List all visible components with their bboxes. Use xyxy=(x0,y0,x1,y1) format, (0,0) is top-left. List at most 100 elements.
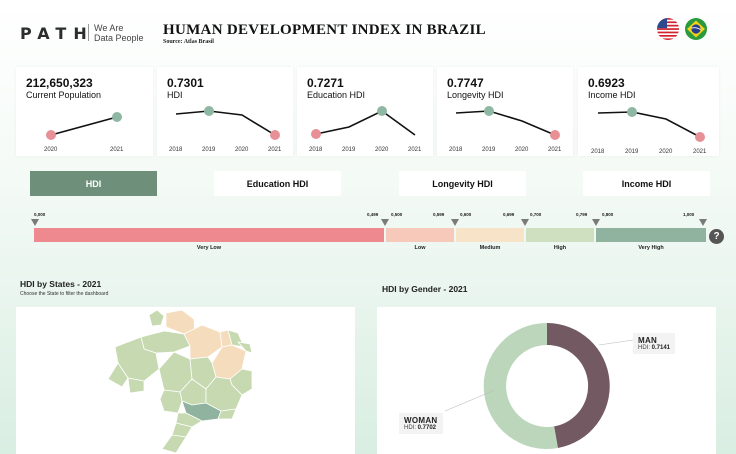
kpi-point xyxy=(270,130,280,140)
scale-marker-label: 0,599 xyxy=(433,212,445,217)
woman-hdi-prefix: HDI: xyxy=(404,425,418,431)
kpi-card-hdi[interactable]: 0.7301 HDI 2018 2019 2020 2021 xyxy=(157,67,293,156)
kpi-label: Current Population xyxy=(26,90,102,100)
kpi-year-tick: 2020 xyxy=(515,147,529,153)
kpi-year-tick: 2019 xyxy=(482,147,496,153)
scale-marker xyxy=(592,219,600,226)
kpi-point xyxy=(484,106,494,116)
scale-label-medium: Medium xyxy=(479,245,501,251)
tab-hdi[interactable]: HDI xyxy=(30,171,157,196)
woman-value-line: HDI: 0.7702 xyxy=(404,425,438,431)
kpi-year-tick: 2020 xyxy=(375,147,389,153)
kpi-year-tick: 2018 xyxy=(309,147,323,153)
kpi-trend-line xyxy=(175,110,276,136)
us-flag-icon[interactable] xyxy=(657,18,679,40)
kpi-value: 0.7747 xyxy=(447,76,484,90)
scale-segment-very-low[interactable] xyxy=(34,228,384,242)
kpi-year-tick: 2021 xyxy=(693,149,707,155)
woman-leader-line xyxy=(444,389,496,412)
scale-marker xyxy=(381,219,389,226)
state-shape[interactable] xyxy=(236,341,253,354)
state-shape[interactable] xyxy=(175,412,203,428)
scale-marker-label: 0,800 xyxy=(602,212,614,217)
kpi-point xyxy=(204,106,214,116)
kpi-value: 0.7301 xyxy=(167,76,204,90)
state-shape[interactable] xyxy=(217,408,237,420)
kpi-label: Income HDI xyxy=(588,90,636,100)
kpi-trend-line xyxy=(455,110,556,136)
kpi-year-tick: 2021 xyxy=(110,147,124,153)
man-value-line: HDI: 0.7141 xyxy=(638,345,670,351)
kpi-card-education[interactable]: 0.7271 Education HDI 2018 2019 2020 2021 xyxy=(297,67,433,156)
brazil-map-panel xyxy=(16,307,355,454)
state-shape[interactable] xyxy=(183,324,223,360)
woman-hdi-value: 0.7702 xyxy=(417,425,437,431)
state-shape[interactable] xyxy=(107,362,129,388)
brazil-flag-icon[interactable] xyxy=(685,18,707,40)
source-note: Source: Atlas Brasil xyxy=(163,39,214,45)
kpi-year-tick: 2018 xyxy=(591,149,605,155)
kpi-year-tick: 2019 xyxy=(625,149,639,155)
scale-segment-very-high[interactable] xyxy=(596,228,706,242)
scale-marker-label: 0,799 xyxy=(576,212,588,217)
kpi-point xyxy=(550,130,560,140)
kpi-label: Education HDI xyxy=(307,90,366,100)
kpi-year-tick: 2018 xyxy=(449,147,463,153)
scale-segment-medium[interactable] xyxy=(456,228,524,242)
scale-marker xyxy=(31,219,39,226)
state-shape[interactable] xyxy=(161,434,187,454)
scale-marker-label: 0,600 xyxy=(460,212,472,217)
tagline: We Are Data People xyxy=(94,23,144,43)
tagline-line1: We Are xyxy=(94,23,124,33)
donut-slice-man[interactable] xyxy=(547,323,610,448)
state-shape[interactable] xyxy=(127,377,145,394)
scale-segment-high[interactable] xyxy=(526,228,594,242)
man-leader-line xyxy=(598,339,634,346)
scale-marker xyxy=(451,219,459,226)
kpi-point xyxy=(46,130,56,140)
kpi-trend-line xyxy=(315,110,416,136)
scale-marker-label: 0,699 xyxy=(503,212,515,217)
tab-longevity-hdi[interactable]: Longevity HDI xyxy=(399,171,526,196)
scale-label-very-low: Very Low xyxy=(196,245,222,251)
kpi-value: 0.6923 xyxy=(588,76,625,90)
states-section-title: HDI by States - 2021 xyxy=(20,279,102,289)
state-shape[interactable] xyxy=(148,309,165,327)
help-icon[interactable]: ? xyxy=(709,229,724,244)
kpi-card-longevity[interactable]: 0.7747 Longevity HDI 2018 2019 2020 2021 xyxy=(437,67,573,156)
woman-annotation: WOMAN HDI: 0.7702 xyxy=(399,413,443,434)
kpi-value: 212,650,323 xyxy=(26,76,93,90)
donut-slice-woman[interactable] xyxy=(483,322,558,449)
tagline-line2: Data People xyxy=(94,33,144,43)
scale-segment-low[interactable] xyxy=(386,228,454,242)
kpi-label: HDI xyxy=(167,90,183,100)
states-section-subtitle: Choose the State to filter the dashboard xyxy=(20,291,109,297)
state-shape[interactable] xyxy=(140,330,191,354)
scale-marker-label: 1,000 xyxy=(683,212,695,217)
scale-marker-label: 0,500 xyxy=(391,212,403,217)
scale-label-high: High xyxy=(553,245,567,251)
tab-income-hdi[interactable]: Income HDI xyxy=(583,171,710,196)
kpi-label: Longevity HDI xyxy=(447,90,504,100)
kpi-point xyxy=(627,107,637,117)
scale-marker-label: 0,499 xyxy=(367,212,379,217)
gender-section-title: HDI by Gender - 2021 xyxy=(382,284,468,294)
kpi-year-tick: 2019 xyxy=(202,147,216,153)
man-hdi-value: 0.7141 xyxy=(651,345,671,351)
kpi-point xyxy=(695,132,705,142)
kpi-card-income[interactable]: 0.6923 Income HDI 2018 2019 2020 2021 xyxy=(578,67,719,156)
scale-label-low: Low xyxy=(414,245,426,251)
kpi-year-tick: 2018 xyxy=(169,147,183,153)
tab-education-hdi[interactable]: Education HDI xyxy=(214,171,341,196)
kpi-year-tick: 2021 xyxy=(548,147,562,153)
kpi-year-tick: 2020 xyxy=(235,147,249,153)
man-hdi-prefix: HDI: xyxy=(638,345,652,351)
kpi-point xyxy=(311,129,321,139)
state-shape[interactable] xyxy=(159,389,183,414)
kpi-year-tick: 2021 xyxy=(408,147,422,153)
kpi-year-tick: 2020 xyxy=(44,147,58,153)
kpi-card-population[interactable]: 212,650,323 Current Population 2020 2021 xyxy=(16,67,153,156)
woman-label: WOMAN xyxy=(404,416,438,425)
kpi-value: 0.7271 xyxy=(307,76,344,90)
kpi-point xyxy=(112,112,122,122)
